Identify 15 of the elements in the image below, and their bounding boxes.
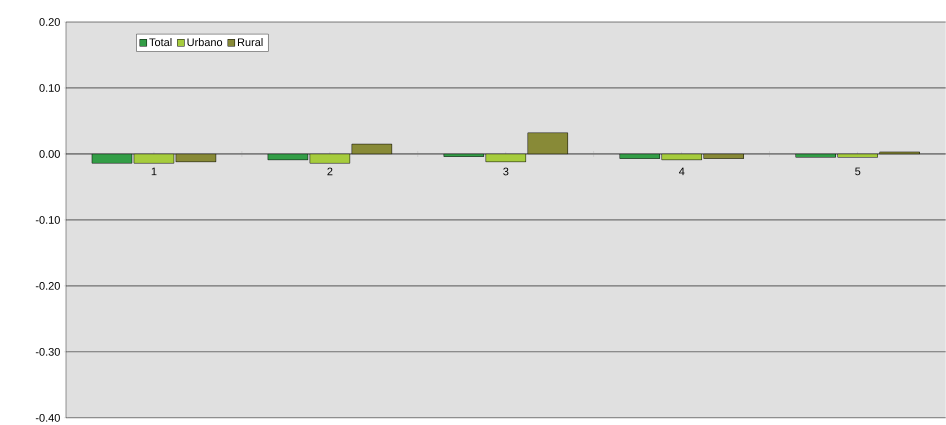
y-tick-label: -0.30 bbox=[36, 348, 60, 356]
y-tick-label: 0.20 bbox=[39, 18, 60, 26]
x-tick-label: 2 bbox=[327, 168, 332, 176]
x-tick-label: 1 bbox=[152, 168, 156, 176]
y-tick-label: -0.20 bbox=[36, 282, 60, 290]
legend-label: Rural bbox=[238, 38, 263, 46]
y-tick-label: -0.40 bbox=[36, 414, 60, 422]
legend-label: Urbano bbox=[188, 38, 222, 46]
y-tick-label: 0.00 bbox=[39, 150, 60, 158]
y-tick-label: -0.10 bbox=[36, 216, 60, 224]
x-tick-label: 4 bbox=[678, 168, 685, 176]
y-tick-label: 0.10 bbox=[39, 84, 60, 92]
x-tick-label: 3 bbox=[503, 168, 508, 176]
legend-label: Total bbox=[149, 38, 172, 46]
x-tick-label: 5 bbox=[855, 168, 860, 176]
